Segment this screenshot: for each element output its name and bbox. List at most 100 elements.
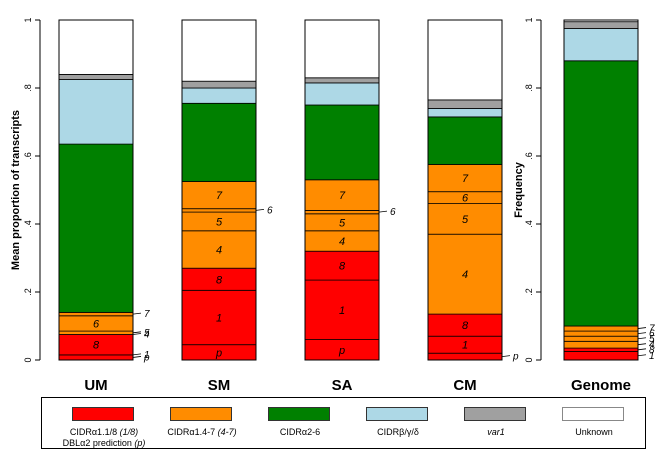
legend-swatch [366,407,428,421]
legend-item: CIDRα1.1/8 (1/8) DBLα2 prediction (p) [54,398,154,450]
bar-outline [563,19,639,361]
callout-line [637,343,647,346]
legend-name: Unknown [575,427,613,437]
segment-label: 1 [144,350,150,361]
y-tick-label: 0 [23,357,33,362]
bar-segment [563,60,639,327]
bar-outline [427,19,503,361]
y-tick-label: .4 [23,220,33,228]
y-tick-label: .6 [524,152,534,160]
legend-swatch [464,407,526,421]
segment-label: 4 [216,245,222,257]
x-category-label: CM [453,377,476,394]
callout-line [637,332,647,335]
segment-label: 1 [339,305,345,317]
bar-outline [181,19,257,361]
y-tick-label: .8 [23,84,33,92]
bar-segment [563,340,639,349]
callout-line [255,209,265,211]
callout-line [132,356,142,358]
legend-subtext-code: (p) [134,438,146,448]
callout-line [132,331,142,334]
bar-segment [181,80,257,89]
y-tick-label: .4 [524,220,534,228]
segment-label: 6 [390,207,396,218]
legend-swatch [72,407,134,421]
bar-segment [181,208,257,213]
legend-label: CIDRα1.1/8 (1/8) DBLα2 prediction (p) [44,427,164,449]
legend-item: CIDRα2-6 [250,398,350,450]
bar-segment [58,79,134,145]
legend-label: Unknown [534,427,654,438]
segment-label: 5 [144,328,150,339]
bar-segment [563,21,639,29]
bar-segment [563,330,639,337]
bar-segment [304,77,380,84]
y-tick-label: .8 [524,84,534,92]
segment-label: 5 [462,214,469,226]
callout-line [637,354,647,357]
bar-segment [304,104,380,181]
bar-segment [563,325,639,332]
legend-code: (1/8) [119,427,139,437]
y-tick-label: 1 [23,17,33,22]
legend-item: var1 [446,398,546,450]
x-category-label: Genome [571,377,631,394]
segment-label: 4 [649,340,655,351]
legend-label: CIDRβ/γ/δ [338,427,458,438]
bar-segment [563,351,639,361]
callout-line [501,355,511,357]
segment-label: 7 [144,309,150,320]
bar-segment [304,279,380,341]
y-tick-label: 1 [524,17,534,22]
segment-label: 4 [339,236,345,248]
bar-segment [58,330,134,335]
segment-label: 6 [649,329,655,340]
callout-line [637,337,647,340]
callout-line [378,210,388,213]
segment-label: 5 [216,216,223,228]
legend-label: CIDRα1.4-7 (4-7) [142,427,262,438]
bar-segment [181,19,257,82]
bar-segment [563,335,639,342]
legend-subtext: DBLα2 prediction [62,438,132,448]
bar-segment [427,19,503,101]
right-y-axis-title: Frequency [513,161,525,218]
segment-label: 4 [462,269,468,281]
bar-segment [58,19,134,75]
legend-swatch [562,407,624,421]
segment-label: 7 [339,190,346,202]
bar-segment [58,354,134,361]
callout-line [132,353,142,356]
callout-line [637,327,647,329]
legend-name: var1 [487,427,505,437]
segment-label: p [512,352,519,363]
bar-segment [181,181,257,210]
segment-label: p [338,345,345,357]
bar-segment [181,102,257,182]
segment-label: 8 [462,320,469,332]
bar-segment [427,99,503,109]
bar-outline [58,19,134,361]
legend-code: (4-7) [217,427,237,437]
bar-segment [304,179,380,211]
bar-segment [427,203,503,235]
callout-line [637,348,647,351]
segment-label: 8 [339,261,346,273]
segment-label: p [143,352,150,363]
segment-label: 1 [216,313,222,325]
bar-segment [304,250,380,281]
bar-segment [181,87,257,104]
y-tick-label: .2 [23,288,33,296]
bar-segment [58,74,134,80]
segment-label: 8 [649,345,655,356]
legend-name: CIDRα1.4-7 [167,427,216,437]
segment-label: 6 [93,318,100,330]
callout-line [132,333,142,335]
y-tick-label: 0 [524,357,534,362]
legend: CIDRα1.1/8 (1/8) DBLα2 prediction (p) CIDR… [41,397,646,449]
legend-swatch [268,407,330,421]
segment-label: 7 [216,190,223,202]
legend-name: CIDRβ/γ/δ [377,427,419,437]
